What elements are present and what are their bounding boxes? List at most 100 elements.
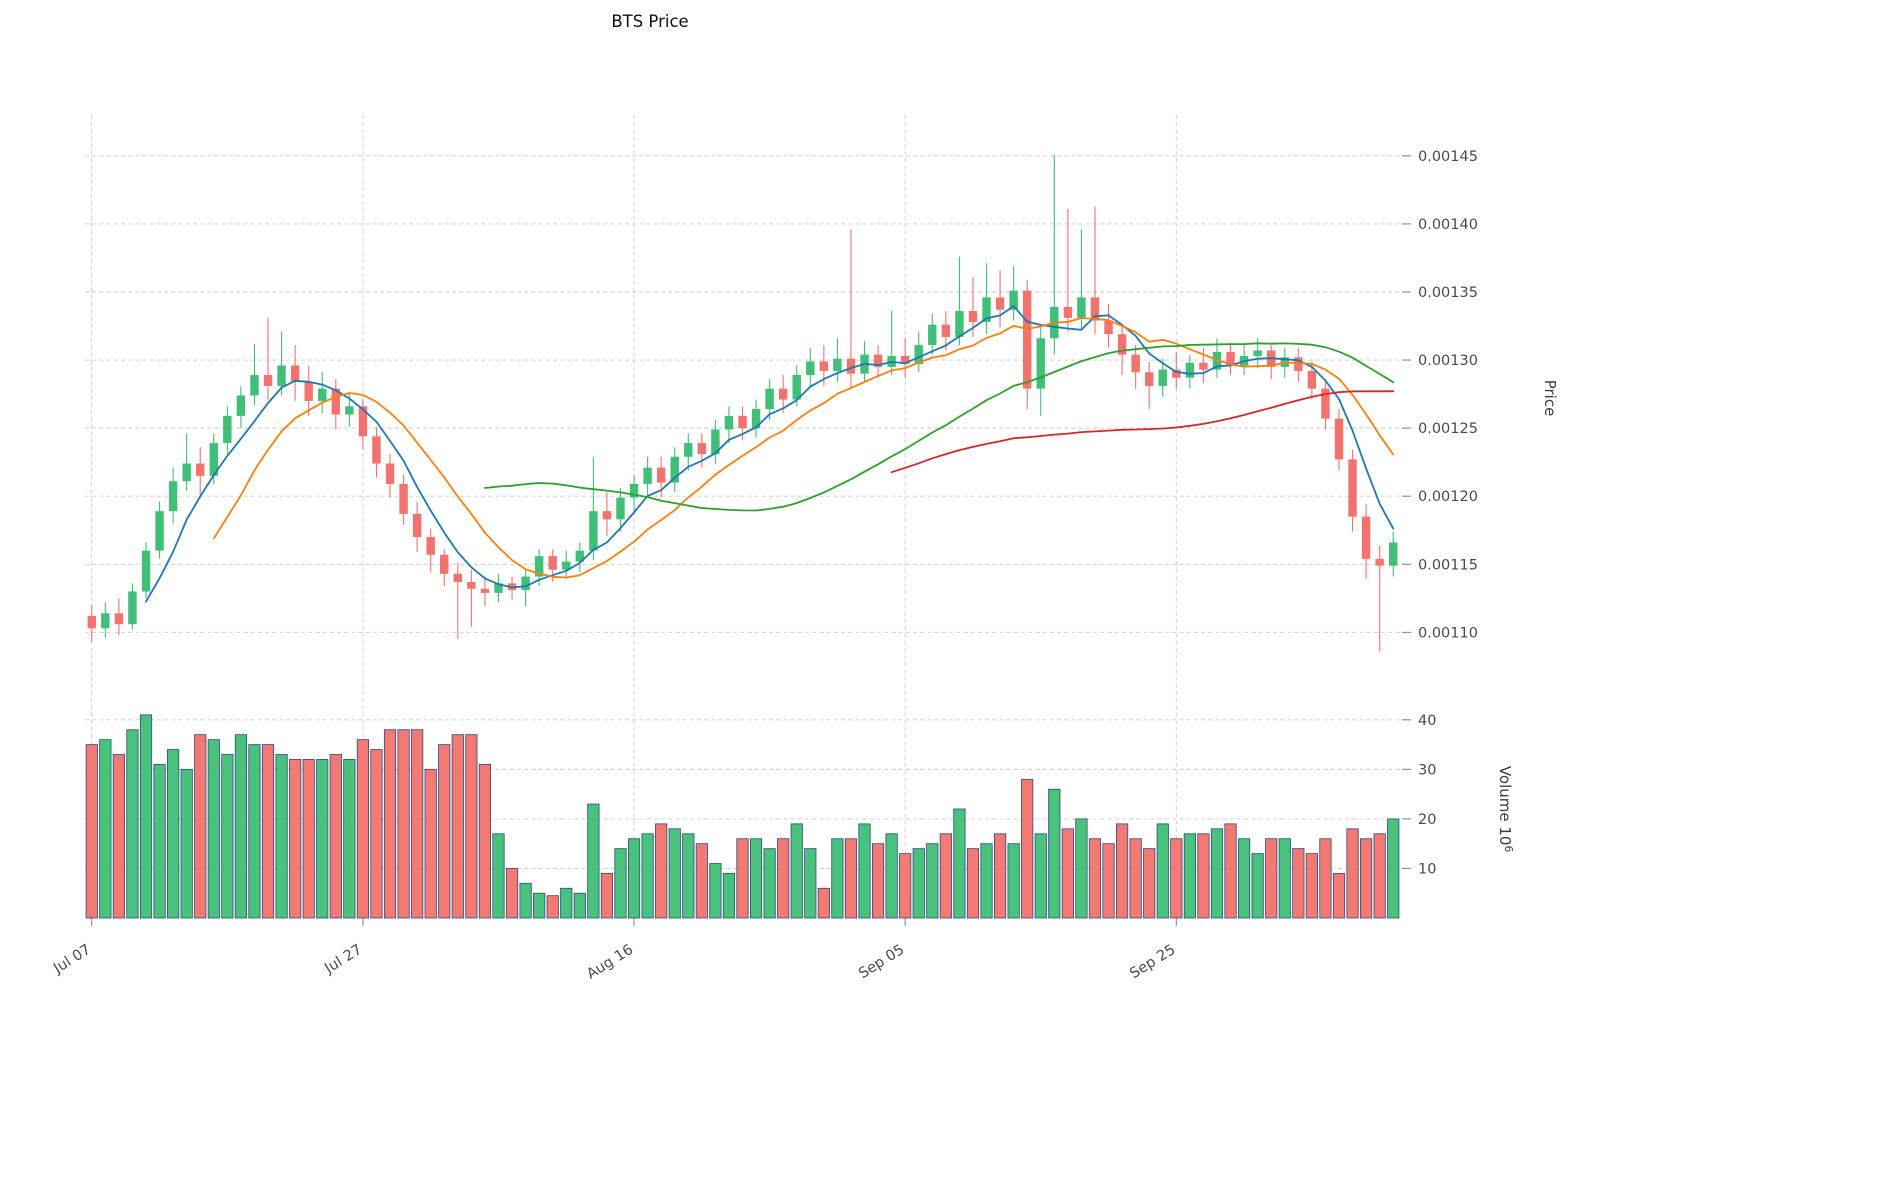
volume-bar [221, 754, 234, 919]
candle-body [494, 583, 503, 593]
volume-bar [1143, 848, 1156, 919]
volume-bar [451, 734, 464, 919]
volume-bar [85, 744, 98, 919]
volume-bar [1088, 838, 1102, 919]
candle-body [1022, 290, 1032, 389]
volume-bar [533, 892, 546, 919]
candle-body [385, 463, 395, 484]
volume-bar [492, 833, 505, 919]
candle-body [1348, 459, 1357, 517]
volume-bar [682, 833, 695, 919]
volume-bar [234, 734, 247, 919]
chart-title: BTS Price [611, 12, 688, 31]
volume-bar [885, 833, 898, 919]
volume-bar [546, 895, 559, 919]
candle-body [1158, 369, 1167, 386]
volume-bar [1332, 873, 1346, 919]
volume-bar [1034, 833, 1047, 919]
plot-layer: 0.00110 0.00115 0.00120 0.00125 0.00130 0.001… [50, 115, 1478, 983]
price-axis-label: Price [1541, 380, 1559, 417]
date-tick-label: Sep 25 [1127, 942, 1178, 982]
volume-bar [316, 759, 329, 919]
candle-body [670, 456, 679, 483]
candle-body [1199, 362, 1208, 370]
date-tick-label: Aug 16 [584, 942, 636, 983]
candle-body [1294, 357, 1303, 371]
candle-body [372, 436, 381, 464]
candle-body [209, 443, 218, 476]
volume-bar [817, 887, 830, 919]
candle-body [711, 429, 720, 454]
price-tick-label: 0.00130 [1418, 353, 1478, 369]
volume-bar [261, 744, 275, 919]
volume-bar [1156, 823, 1169, 919]
volume-bar [1061, 828, 1074, 919]
date-tick-label: Jul 27 [321, 942, 365, 978]
volume-bar [478, 764, 492, 919]
candle-body [1361, 516, 1371, 559]
volume-bar [1360, 838, 1373, 919]
volume-bar [275, 754, 288, 919]
candle-body [467, 581, 476, 589]
candle-body [602, 511, 612, 520]
candle-body [656, 467, 666, 483]
candle-body [1117, 334, 1127, 355]
volume-bar [194, 734, 207, 919]
candle-body [955, 311, 964, 337]
candle-body [1036, 338, 1045, 389]
volume-bar [980, 843, 993, 919]
candle-body [684, 443, 693, 457]
candle-body [562, 561, 571, 570]
volume-bar [126, 729, 139, 919]
volume-bar [993, 833, 1007, 919]
candle-body [873, 354, 883, 367]
volume-axis-label: Volume 106 [1496, 766, 1514, 853]
volume-bar [1319, 838, 1332, 919]
candle-body [155, 511, 164, 551]
date-tick-label: Sep 05 [856, 942, 907, 982]
candle-body [643, 467, 652, 484]
volume-bar [1265, 838, 1278, 919]
volume-bar [560, 887, 573, 919]
price-tick-label: 0.00115 [1418, 557, 1478, 573]
price-tick-label: 0.00145 [1418, 149, 1478, 165]
price-tick-label: 0.00120 [1418, 489, 1478, 505]
candle-body [778, 388, 788, 400]
candle-body [1009, 290, 1018, 310]
candle-body [521, 576, 530, 591]
volume-tick-label: 10 [1418, 861, 1436, 877]
candle-body [765, 388, 774, 410]
candle-body [263, 375, 273, 386]
ma-line-ma30 [483, 342, 1395, 512]
candle-body [331, 388, 341, 415]
volume-bar [953, 808, 966, 919]
candle-body [928, 324, 937, 346]
candle-body [1307, 370, 1317, 389]
candle-body [1334, 418, 1344, 460]
volume-bar [1170, 838, 1183, 919]
volume-bar [966, 848, 980, 919]
candle-body [724, 415, 734, 430]
volume-bar [1387, 818, 1400, 919]
candle-body [399, 483, 408, 514]
candle-body [846, 358, 856, 374]
volume-bar [1197, 833, 1210, 919]
volume-tick-label: 30 [1418, 762, 1436, 778]
volume-bar [383, 729, 397, 919]
volume-bar [1021, 778, 1034, 919]
volume-bar [790, 823, 803, 919]
candle-body [426, 537, 435, 555]
volume-bar [939, 833, 952, 919]
volume-tick-label: 40 [1418, 713, 1436, 729]
volume-bar [1238, 838, 1251, 919]
price-tick-label: 0.00140 [1418, 217, 1478, 233]
candle-body [792, 375, 801, 400]
candle-body [589, 511, 598, 551]
candle-body [114, 613, 124, 625]
candle-body [616, 497, 625, 520]
candle-body [833, 358, 842, 371]
volume-axis-label-exponent: 6 [1502, 845, 1514, 852]
candle-body [128, 591, 137, 625]
candle-body [1321, 388, 1330, 419]
